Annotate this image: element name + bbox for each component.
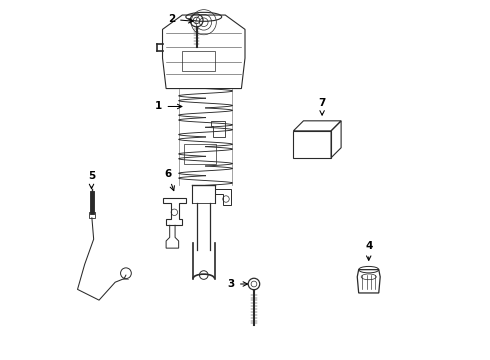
Bar (182, 51, 215, 71)
Bar (89, 212, 95, 218)
Text: 7: 7 (318, 98, 326, 115)
Text: 1: 1 (155, 102, 182, 112)
Text: 6: 6 (164, 169, 174, 191)
Text: 2: 2 (168, 14, 193, 24)
Text: 4: 4 (365, 241, 372, 260)
Bar (184, 144, 216, 164)
Text: 5: 5 (88, 171, 95, 189)
Bar (294, 131, 331, 158)
Text: 3: 3 (228, 279, 247, 289)
